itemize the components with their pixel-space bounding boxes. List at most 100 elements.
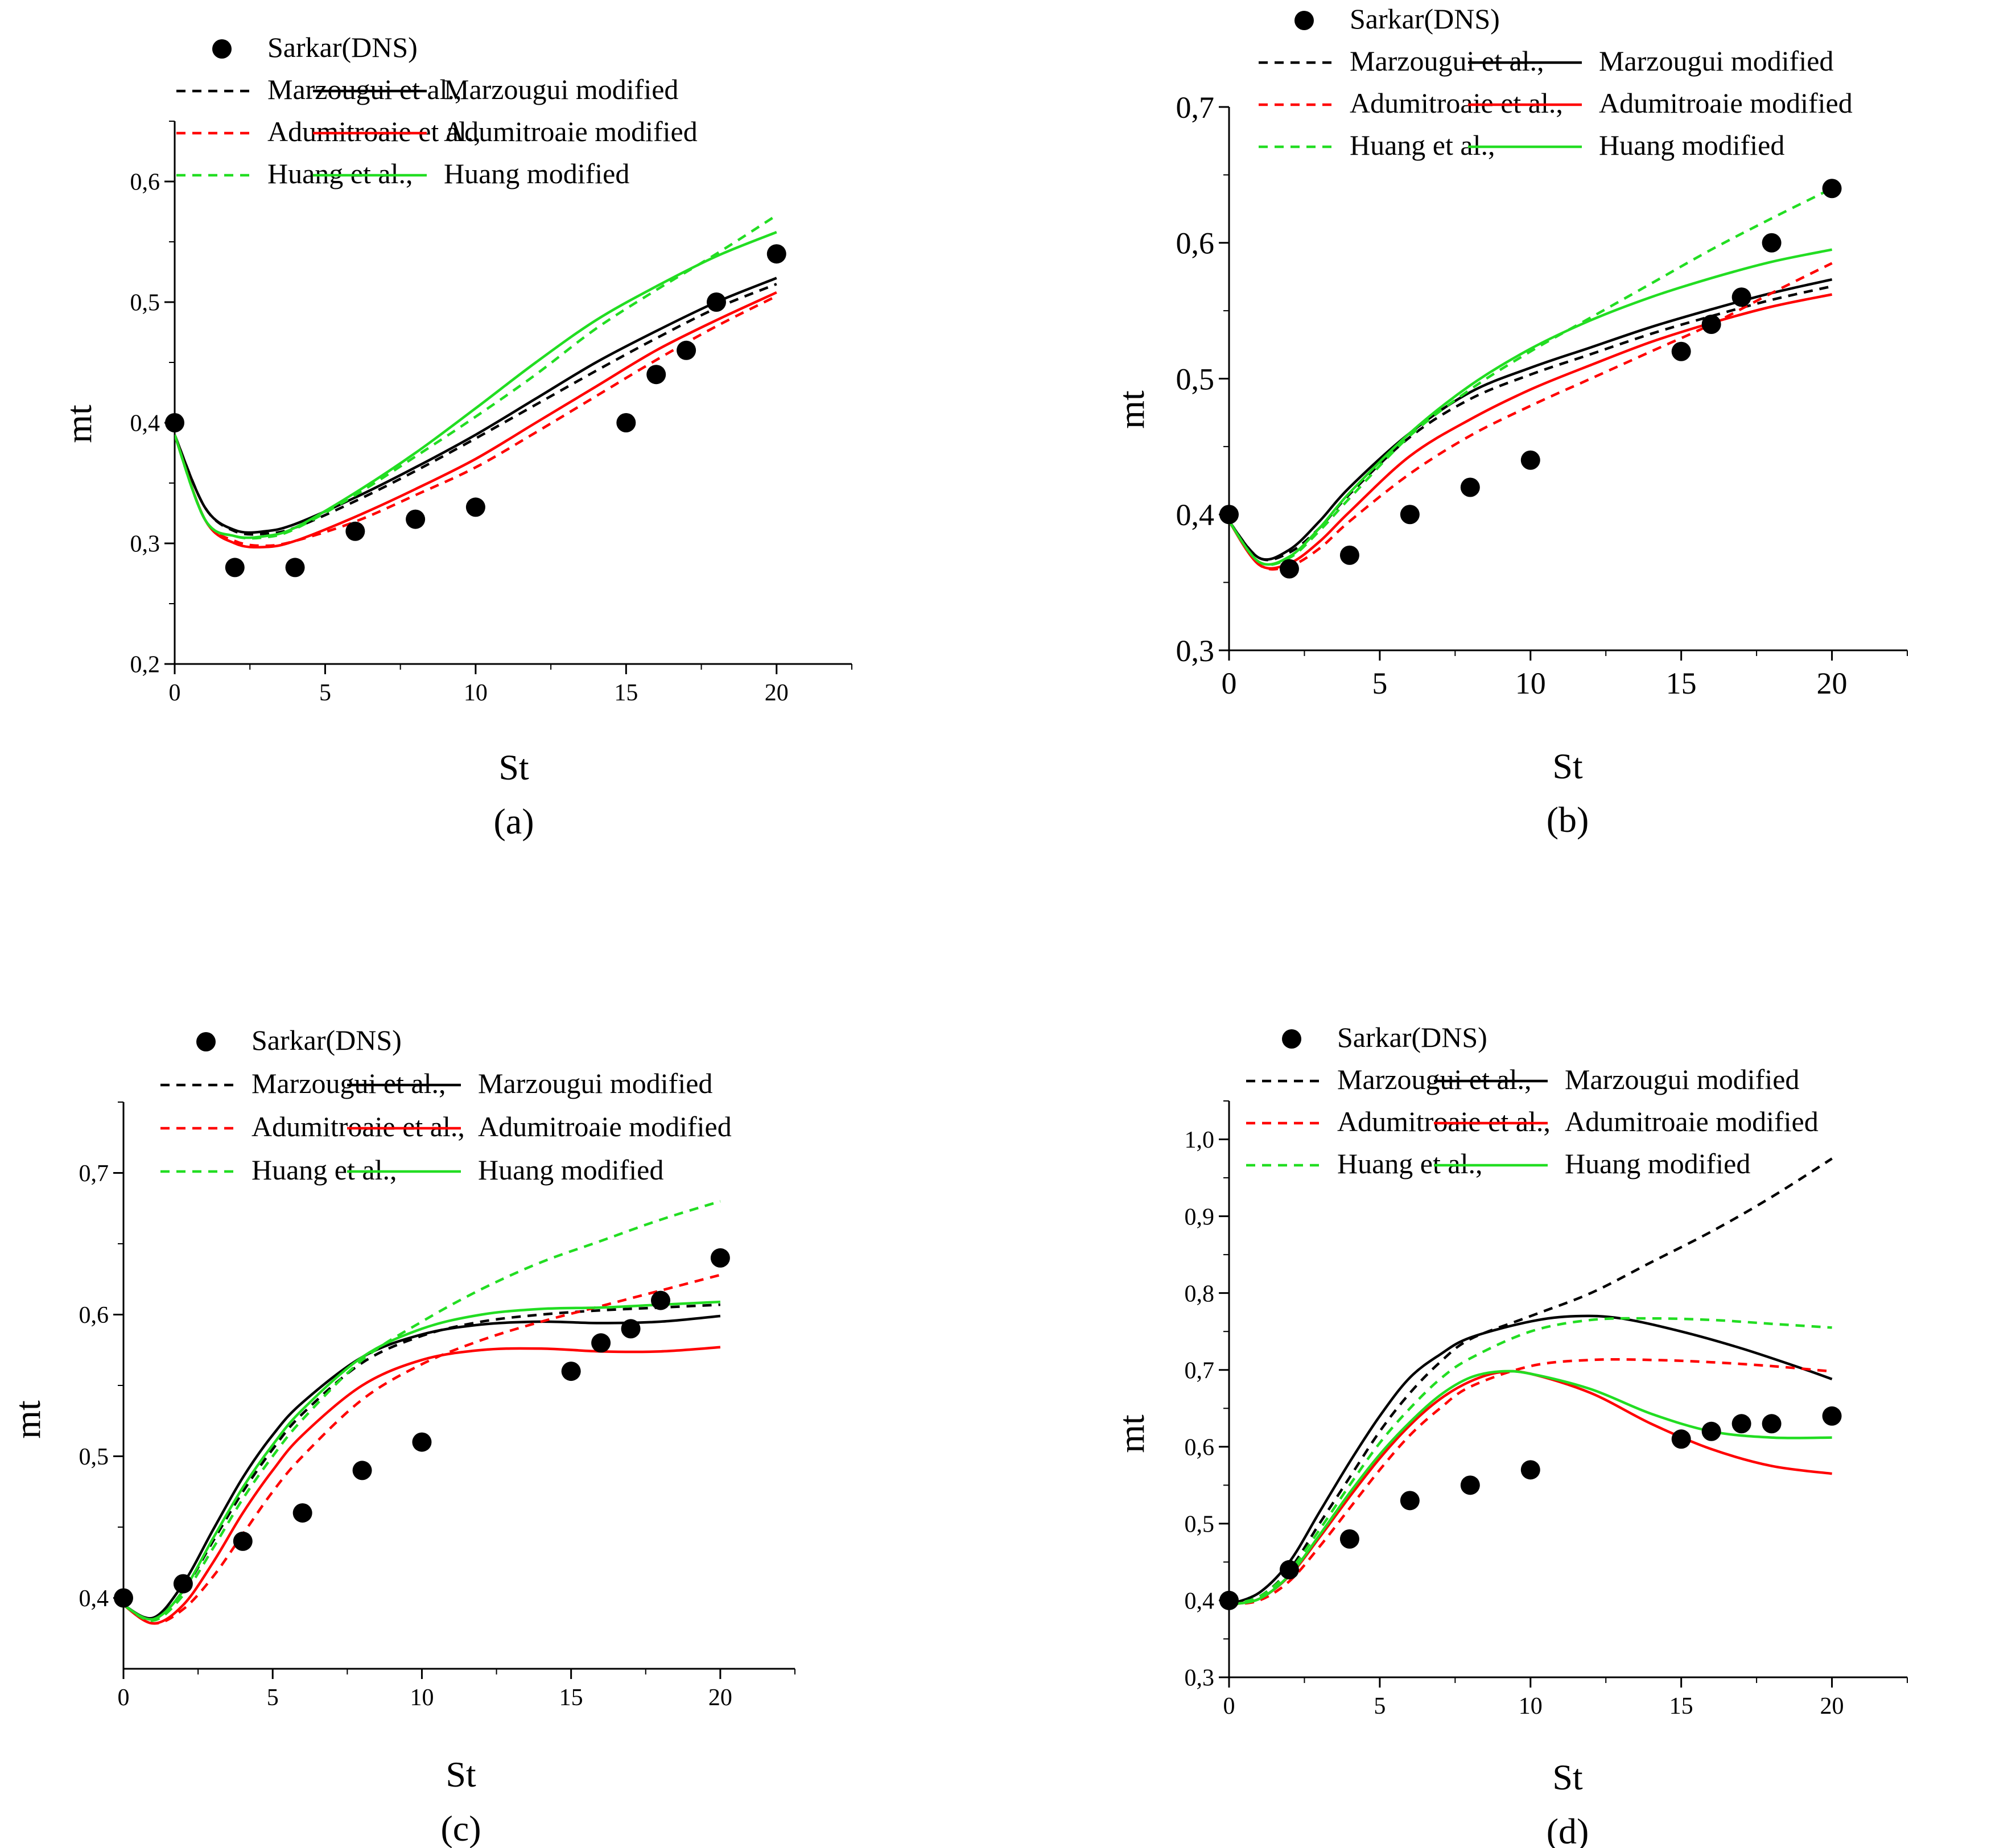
dns-data-point bbox=[1460, 1475, 1480, 1495]
legend-label-dns: Sarkar(DNS) bbox=[267, 31, 418, 63]
dns-data-point bbox=[225, 558, 245, 578]
y-tick-label: 0,5 bbox=[130, 290, 160, 316]
panel-caption: (a) bbox=[493, 801, 534, 842]
legend-label-dns: Sarkar(DNS) bbox=[252, 1024, 402, 1056]
dns-data-point bbox=[1731, 1414, 1751, 1434]
y-tick-label: 0,9 bbox=[1185, 1204, 1215, 1230]
series-line-adumitroaie-et-al bbox=[1229, 1358, 1832, 1606]
y-tick-label: 0,8 bbox=[1185, 1281, 1215, 1307]
legend-label-marz_dashed: Marzougui et al., bbox=[1350, 45, 1544, 77]
y-tick-label: 0,5 bbox=[1176, 362, 1215, 396]
dns-data-point bbox=[1671, 1429, 1691, 1449]
legend-label-dns: Sarkar(DNS) bbox=[1337, 1021, 1487, 1053]
legend-label-huang_dashed: Huang et al., bbox=[1350, 129, 1495, 161]
series-line-marzougui-modified bbox=[175, 277, 777, 534]
series-line-huang-et-al bbox=[1229, 1317, 1832, 1606]
y-axis-title: mt bbox=[7, 1400, 48, 1439]
dns-data-point bbox=[406, 509, 426, 529]
dns-data-point bbox=[616, 413, 636, 432]
x-tick-label: 10 bbox=[464, 680, 488, 706]
dns-data-point bbox=[465, 497, 485, 517]
dns-data-point bbox=[1400, 1491, 1420, 1511]
y-tick-label: 0,7 bbox=[1176, 90, 1215, 125]
y-tick-label: 0,5 bbox=[1185, 1512, 1215, 1538]
dns-data-point bbox=[1219, 1590, 1239, 1610]
dns-data-point bbox=[1701, 315, 1721, 334]
series-line-adumitroaie-modified bbox=[123, 1346, 721, 1625]
legend-label-adum_dashed: Adumitroaie et al., bbox=[1337, 1106, 1551, 1137]
legend-label-marz_solid: Marzougui modified bbox=[444, 73, 678, 105]
legend-label-marz_dashed: Marzougui et al., bbox=[1337, 1063, 1532, 1095]
legend-label-adum_solid: Adumitroaie modified bbox=[1565, 1106, 1819, 1137]
series-line-huang-et-al bbox=[175, 214, 778, 540]
legend-marker-dns bbox=[196, 1032, 216, 1051]
series-line-huang-et-al bbox=[123, 1200, 721, 1622]
dns-data-point bbox=[1762, 233, 1782, 253]
legend-label-marz_solid: Marzougui modified bbox=[1565, 1063, 1799, 1095]
series-group bbox=[175, 214, 778, 549]
x-tick-label: 20 bbox=[1820, 1693, 1844, 1719]
legend: Sarkar(DNS) Marzougui et al., Marzougui mo… bbox=[1246, 1021, 1819, 1179]
dns-data-point bbox=[1279, 1560, 1299, 1579]
x-tick-label: 10 bbox=[1515, 666, 1546, 700]
dns-data-point bbox=[591, 1333, 611, 1353]
dns-data-point bbox=[1460, 477, 1480, 497]
series-line-marzougui-modified bbox=[1229, 1314, 1833, 1606]
dns-data-point bbox=[1520, 450, 1540, 470]
x-axis-title: St bbox=[498, 747, 529, 787]
dns-data-point bbox=[114, 1588, 133, 1608]
x-tick-label: 0 bbox=[1223, 1693, 1235, 1719]
x-axis-title: St bbox=[446, 1754, 476, 1795]
y-tick-label: 0,6 bbox=[1176, 226, 1215, 261]
x-tick-label: 15 bbox=[614, 680, 638, 706]
panel-caption: (b) bbox=[1547, 799, 1589, 840]
dns-data-point bbox=[292, 1503, 312, 1523]
x-tick-label: 5 bbox=[1372, 666, 1387, 700]
dns-data-point bbox=[1701, 1421, 1721, 1441]
series-line-huang-modified bbox=[123, 1300, 721, 1621]
x-tick-label: 10 bbox=[410, 1685, 434, 1711]
y-tick-label: 0,4 bbox=[79, 1586, 109, 1612]
y-tick-label: 0,7 bbox=[79, 1161, 109, 1187]
y-tick-label: 0,3 bbox=[1176, 634, 1215, 668]
y-tick-label: 0,4 bbox=[1176, 498, 1215, 532]
series-group bbox=[123, 1200, 721, 1625]
y-tick-label: 0,7 bbox=[1185, 1358, 1215, 1384]
x-tick-label: 10 bbox=[1519, 1693, 1543, 1719]
legend-label-adum_dashed: Adumitroaie et al., bbox=[267, 116, 481, 147]
legend-label-adum_solid: Adumitroaie modified bbox=[1599, 87, 1853, 119]
legend-label-marz_dashed: Marzougui et al., bbox=[252, 1067, 446, 1099]
x-tick-label: 20 bbox=[765, 680, 789, 706]
dns-data-point bbox=[173, 1574, 193, 1594]
x-tick-label: 0 bbox=[1222, 666, 1237, 700]
dns-data-point bbox=[1822, 179, 1842, 199]
legend-label-huang_solid: Huang modified bbox=[478, 1154, 663, 1186]
dns-data-point bbox=[621, 1319, 641, 1339]
x-tick-label: 0 bbox=[118, 1685, 130, 1711]
y-tick-label: 0,4 bbox=[1185, 1589, 1215, 1615]
dns-data-point bbox=[1731, 287, 1751, 307]
dns-data-point bbox=[285, 558, 305, 578]
y-axis-title: mt bbox=[1111, 390, 1152, 429]
y-axis-title: mt bbox=[59, 405, 99, 443]
series-group bbox=[1229, 1157, 1833, 1606]
dns-data-point bbox=[651, 1290, 670, 1310]
dns-data-point bbox=[233, 1531, 253, 1551]
legend-label-marz_solid: Marzougui modified bbox=[1599, 45, 1833, 77]
y-tick-label: 0,6 bbox=[1185, 1435, 1215, 1461]
series-line-adumitroaie-modified bbox=[175, 291, 777, 549]
series-line-adumitroaie-et-al bbox=[1229, 262, 1833, 571]
x-tick-label: 5 bbox=[1374, 1693, 1386, 1719]
legend-marker-dns bbox=[212, 39, 232, 59]
series-line-marzougui-modified bbox=[1229, 278, 1833, 561]
series-line-huang-modified bbox=[1229, 248, 1833, 566]
legend-label-huang_solid: Huang modified bbox=[444, 158, 629, 189]
legend-label-huang_dashed: Huang et al., bbox=[252, 1154, 397, 1186]
dns-data-point bbox=[677, 340, 696, 360]
dns-data-point bbox=[1339, 1529, 1359, 1549]
dns-data-point bbox=[352, 1461, 372, 1480]
dns-data-point bbox=[412, 1432, 432, 1452]
dns-data-point bbox=[766, 244, 786, 264]
legend-label-huang_solid: Huang modified bbox=[1599, 129, 1784, 161]
dns-data-point bbox=[1219, 505, 1239, 525]
